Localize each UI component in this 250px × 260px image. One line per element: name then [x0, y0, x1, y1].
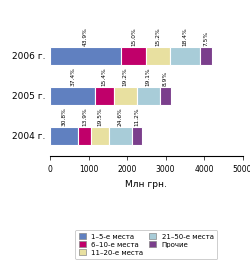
Text: 37.4%: 37.4% — [70, 67, 75, 86]
Bar — [137, 87, 160, 105]
Bar — [170, 47, 200, 65]
Bar — [78, 127, 91, 145]
Bar — [121, 47, 146, 65]
Text: 8.9%: 8.9% — [163, 70, 168, 86]
Text: 15.4%: 15.4% — [102, 67, 107, 86]
Text: 30.8%: 30.8% — [62, 107, 67, 126]
Text: 15.2%: 15.2% — [156, 27, 160, 46]
Text: 19.1%: 19.1% — [146, 67, 151, 86]
Text: 19.2%: 19.2% — [123, 67, 128, 86]
Bar — [132, 127, 142, 145]
Bar — [50, 47, 121, 65]
Bar — [146, 47, 171, 65]
Bar — [95, 87, 114, 105]
Bar — [200, 47, 212, 65]
Bar — [109, 127, 132, 145]
Bar — [91, 127, 109, 145]
Text: 24.6%: 24.6% — [118, 107, 123, 126]
Bar — [50, 127, 78, 145]
Text: 11.2%: 11.2% — [134, 107, 139, 126]
Bar — [160, 87, 170, 105]
Bar — [50, 87, 95, 105]
Text: 19.5%: 19.5% — [98, 107, 102, 126]
Bar — [114, 87, 137, 105]
X-axis label: Млн грн.: Млн грн. — [125, 180, 167, 188]
Text: 13.9%: 13.9% — [82, 107, 87, 126]
Text: 43.9%: 43.9% — [83, 27, 88, 46]
Text: 7.5%: 7.5% — [204, 30, 209, 46]
Legend: 1–5-е места, 6–10-е места, 11–20-е места, 21–50-е места, Прочие: 1–5-е места, 6–10-е места, 11–20-е места… — [76, 230, 217, 259]
Text: 18.4%: 18.4% — [183, 27, 188, 46]
Text: 15.0%: 15.0% — [131, 27, 136, 46]
